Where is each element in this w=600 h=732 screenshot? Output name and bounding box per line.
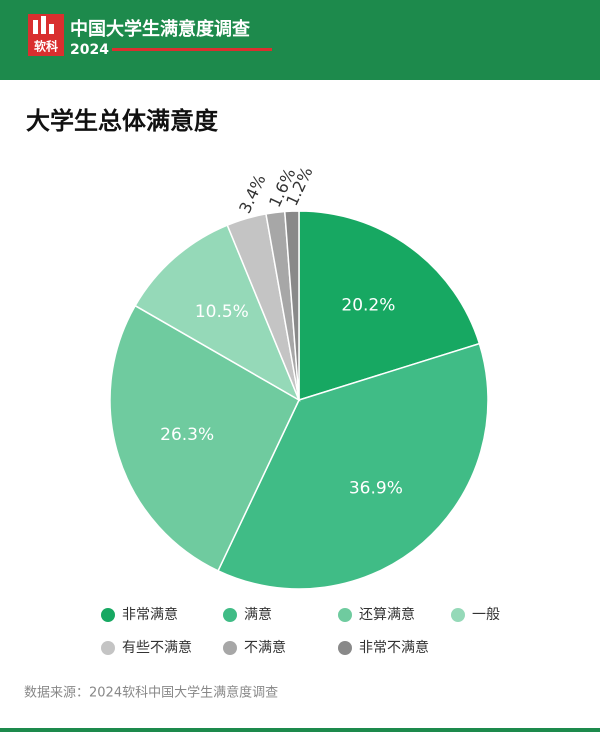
logo-bar bbox=[33, 20, 38, 34]
pie-slice bbox=[283, 210, 300, 401]
logo-bar bbox=[49, 24, 54, 34]
legend-marker bbox=[451, 608, 465, 622]
pie-slice bbox=[109, 304, 300, 572]
legend-marker bbox=[101, 608, 115, 622]
chart-title: 大学生总体满意度 bbox=[26, 107, 219, 135]
legend-marker bbox=[101, 641, 115, 655]
logo-text: 软科 bbox=[34, 39, 58, 54]
header-year: 2024 bbox=[70, 42, 109, 58]
legend-label: 有些不满意 bbox=[122, 639, 192, 656]
header-title: 中国大学生满意度调查 bbox=[70, 18, 250, 40]
legend-label: 还算满意 bbox=[359, 606, 415, 623]
legend-label: 一般 bbox=[472, 607, 500, 623]
data-label: 26.3% bbox=[160, 425, 214, 445]
legend-marker bbox=[223, 608, 237, 622]
legend-marker bbox=[338, 641, 352, 655]
legend-label: 满意 bbox=[244, 606, 272, 623]
header-rule bbox=[112, 48, 272, 51]
legend-marker bbox=[338, 608, 352, 622]
legend-label: 非常满意 bbox=[122, 606, 178, 623]
legend-label: 不满意 bbox=[244, 639, 286, 656]
source: 数据来源：2024软科中国大学生满意度调查 bbox=[24, 685, 278, 701]
pie-slice bbox=[134, 224, 301, 402]
data-label: 36.9% bbox=[349, 478, 403, 498]
logo-bar bbox=[41, 16, 46, 34]
data-label: 20.2% bbox=[341, 296, 395, 316]
legend-label: 非常不满意 bbox=[359, 639, 429, 656]
pie-slice bbox=[217, 342, 489, 590]
legend-marker bbox=[223, 641, 237, 655]
header-bg bbox=[0, 0, 600, 80]
data-label: 10.5% bbox=[195, 302, 249, 322]
pie-slice bbox=[298, 210, 481, 402]
